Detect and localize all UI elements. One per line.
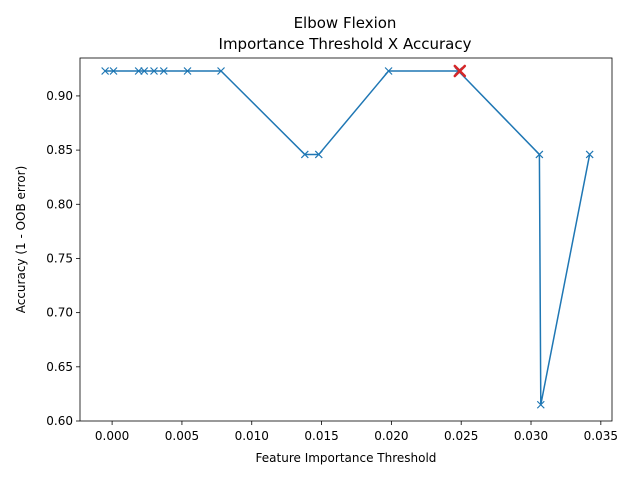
plot-area [101,64,594,409]
x-axis: 0.000 0.005 0.010 0.015 0.020 0.025 0.030 0.035 [95,421,618,443]
y-axis: 0.60 0.65 0.70 0.75 0.80 0.85 0.90 [46,89,80,428]
x-axis-label: Feature Importance Threshold [256,451,437,465]
data-point-marker [101,67,110,75]
x-tick-label: 0.000 [95,429,129,443]
y-tick-label: 0.85 [46,143,73,157]
data-point-marker [109,67,118,75]
data-point-marker [140,67,149,75]
data-point-marker [300,150,309,159]
data-point-marker [535,150,544,159]
x-tick-label: 0.025 [444,429,478,443]
y-tick-label: 0.75 [46,251,73,265]
data-point-marker [183,67,192,75]
y-tick-label: 0.90 [46,89,73,103]
axes-frame [79,57,613,422]
data-point-marker [536,400,545,409]
x-tick-label: 0.030 [514,429,548,443]
data-point-marker [150,67,158,75]
series-line [105,70,591,406]
data-point-marker [134,67,143,75]
x-tick-label: 0.035 [584,429,618,443]
data-point-marker [159,67,168,75]
chart-subtitle: Importance Threshold X Accuracy [219,35,472,53]
data-point-marker [314,150,323,159]
x-tick-label: 0.015 [304,429,338,443]
y-tick-label: 0.70 [46,306,73,320]
y-axis-label: Accuracy (1 - OOB error) [14,166,28,314]
x-tick-label: 0.010 [235,429,269,443]
best-point-marker [453,64,467,78]
y-tick-label: 0.65 [46,360,73,374]
data-point-marker [585,150,594,159]
data-point-marker [217,67,225,75]
data-point-marker [384,67,393,75]
y-tick-label: 0.60 [46,414,73,428]
chart-title: Elbow Flexion [294,14,397,32]
x-tick-label: 0.005 [165,429,199,443]
y-tick-label: 0.80 [46,197,73,211]
x-tick-label: 0.020 [374,429,408,443]
